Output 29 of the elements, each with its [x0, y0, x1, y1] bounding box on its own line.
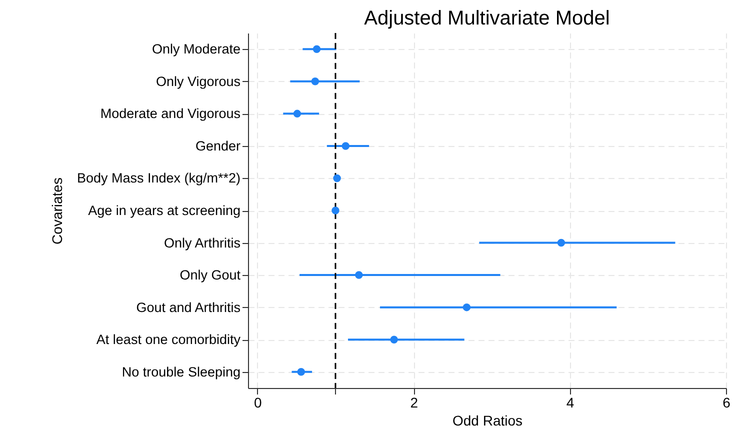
y-tick-label: Only Moderate — [152, 42, 240, 57]
x-tick-label: 2 — [410, 394, 418, 410]
point — [311, 78, 320, 86]
x-axis-title: Odd Ratios — [452, 412, 523, 428]
point — [333, 174, 341, 182]
point — [312, 45, 321, 53]
point — [355, 271, 363, 279]
x-tick-label: 0 — [254, 394, 262, 410]
x-tick-label: 4 — [566, 394, 574, 410]
y-tick-label: Only Gout — [180, 268, 241, 283]
point — [297, 368, 305, 376]
y-tick-label: Only Arthritis — [164, 235, 241, 250]
y-tick-label: Moderate and Vigorous — [100, 106, 241, 122]
y-tick-label: Only Vigorous — [156, 74, 241, 89]
chart-title: Adjusted Multivariate Model — [364, 7, 610, 30]
y-tick-label: Body Mass Index (kg/m**2) — [76, 170, 240, 186]
y-tick-label: Gout and Arthritis — [136, 300, 241, 315]
y-tick-label: Gender — [195, 138, 241, 154]
y-axis-title: Covariates — [48, 178, 65, 244]
point — [293, 110, 302, 118]
y-tick-label: At least one comorbidity — [96, 332, 241, 348]
point — [342, 142, 350, 150]
point — [557, 238, 566, 247]
y-tick-label: No trouble Sleeping — [122, 364, 240, 380]
x-tick-label: 6 — [722, 394, 731, 410]
point — [462, 303, 471, 312]
point — [332, 206, 340, 214]
point — [390, 336, 398, 344]
y-tick-label: Age in years at screening — [88, 203, 240, 218]
